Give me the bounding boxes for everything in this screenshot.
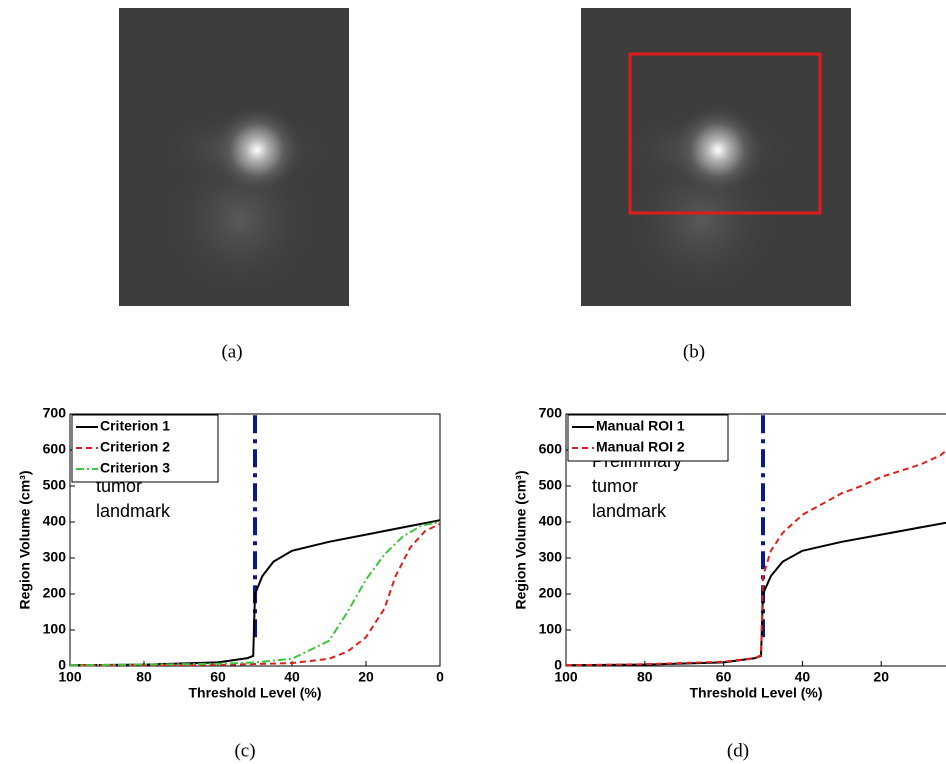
panel-label: (b)	[683, 341, 705, 362]
y-tick-label: 700	[43, 405, 67, 421]
annotation: landmark	[96, 501, 171, 521]
figure: (a) (b) (c) (d) 0 100 200 300 400 500 600 700 10…	[0, 0, 946, 764]
y-axis-label: Region Volume (cm³)	[513, 471, 529, 610]
legend-label: Manual ROI 1	[596, 418, 685, 434]
image-a	[119, 8, 349, 306]
x-tick-label: 20	[873, 669, 889, 685]
legend-label: Manual ROI 2	[596, 439, 685, 455]
y-tick-label: 600	[539, 441, 563, 457]
y-tick-label: 300	[43, 549, 67, 565]
x-tick-label: 100	[58, 669, 82, 685]
x-tick-label: 80	[136, 669, 152, 685]
y-tick-label: 200	[539, 585, 563, 601]
x-tick-label: 0	[436, 669, 444, 685]
x-tick-label: 40	[284, 669, 300, 685]
legend-label: Criterion 1	[100, 418, 170, 434]
image-b	[581, 8, 851, 306]
y-tick-label: 400	[43, 513, 67, 529]
y-tick-label: 300	[539, 549, 563, 565]
y-tick-label: 500	[539, 477, 563, 493]
y-tick-label: 100	[43, 621, 67, 637]
legend-label: Criterion 2	[100, 439, 170, 455]
y-tick-label: 100	[539, 621, 563, 637]
y-tick-label: 700	[539, 405, 563, 421]
y-tick-label: 200	[43, 585, 67, 601]
annotation: tumor	[592, 476, 638, 496]
legend-label: Criterion 3	[100, 460, 170, 476]
annotation: landmark	[592, 501, 667, 521]
x-tick-label: 40	[795, 669, 811, 685]
y-axis-label: Region Volume (cm³)	[17, 471, 33, 610]
panel-label: (a)	[221, 341, 242, 362]
x-axis-label: Threshold Level (%)	[188, 685, 321, 701]
x-tick-label: 20	[358, 669, 374, 685]
y-tick-label: 600	[43, 441, 67, 457]
x-tick-label: 60	[210, 669, 226, 685]
panel-label: (c)	[234, 740, 255, 761]
x-tick-label: 60	[716, 669, 732, 685]
y-tick-label: 500	[43, 477, 67, 493]
x-tick-label: 80	[637, 669, 653, 685]
x-tick-label: 100	[554, 669, 578, 685]
y-tick-label: 400	[539, 513, 563, 529]
panel-label: (d)	[727, 740, 749, 761]
x-axis-label: Threshold Level (%)	[689, 685, 822, 701]
